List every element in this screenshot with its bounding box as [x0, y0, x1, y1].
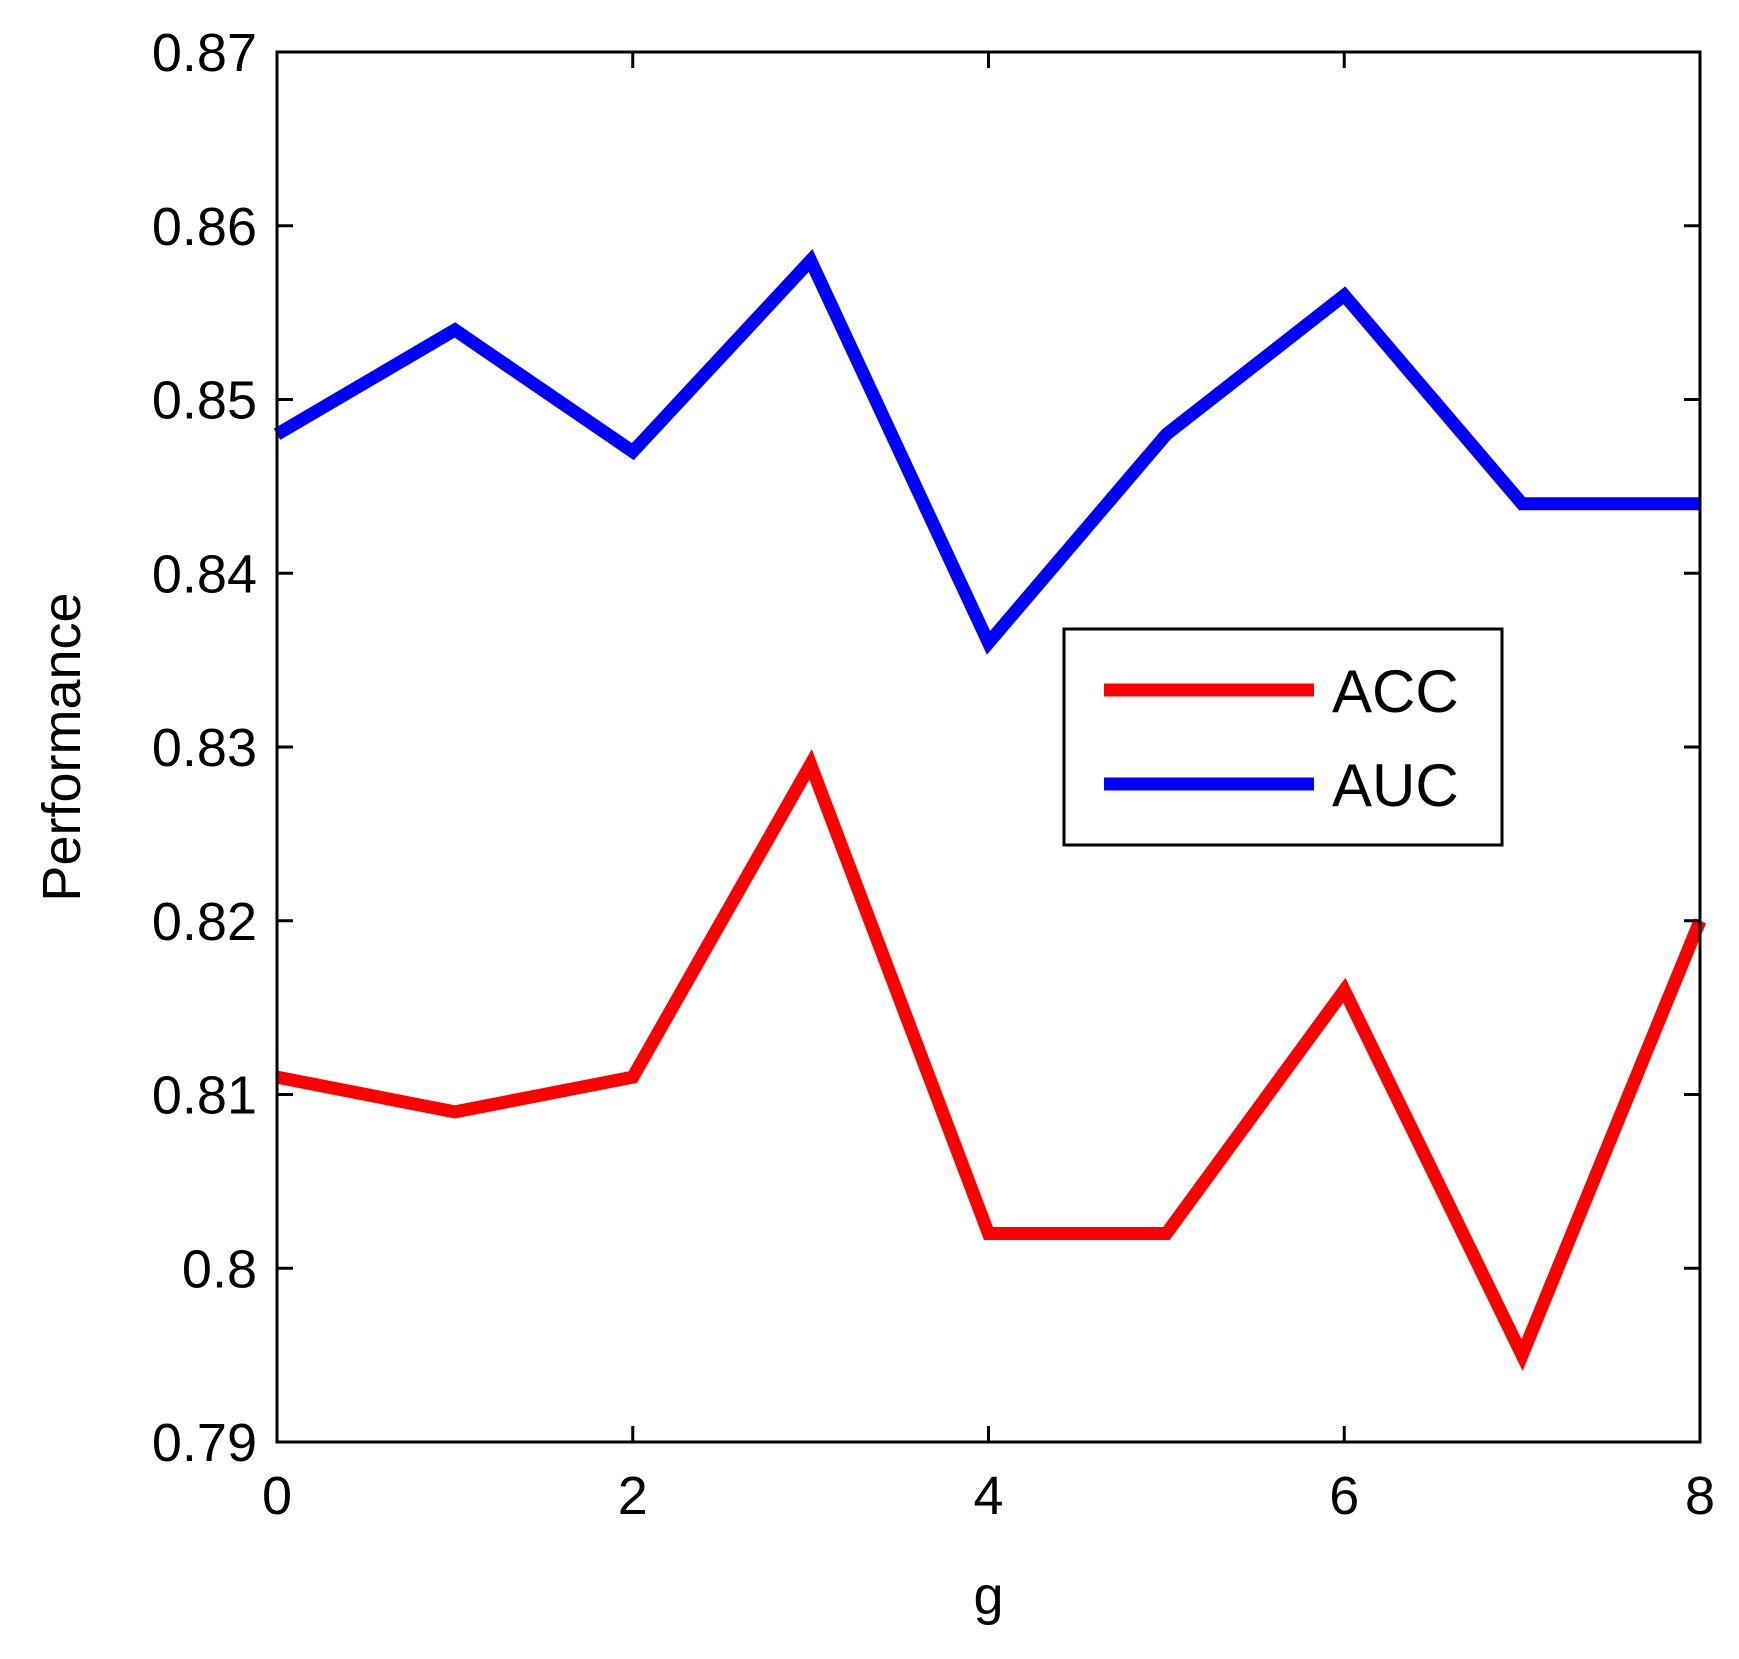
labels-layer: 0 2 4 6 8 0.79 0.8 0.81 0.82 0.83 0.84 0.85 0.86 0.87…: [32, 23, 1715, 1626]
axes-layer: [275, 50, 1702, 1444]
x-axis-title: g: [973, 1566, 1003, 1626]
y-tick-label: 0.85: [152, 371, 257, 431]
series-line-acc: [275, 749, 1707, 1371]
y-tick-label: 0.79: [152, 1413, 257, 1473]
y-tick-label: 0.83: [152, 718, 257, 778]
y-tick-label: 0.81: [152, 1066, 257, 1126]
series-line-auc: [273, 249, 1700, 655]
x-tick-label: 6: [1329, 1466, 1359, 1526]
legend-label-auc: AUC: [1332, 752, 1459, 819]
series-layer: [273, 249, 1707, 1371]
y-tick-label: 0.8: [182, 1239, 257, 1299]
y-tick-label: 0.86: [152, 197, 257, 257]
legend-box: [1062, 627, 1504, 847]
y-axis-title: Performance: [32, 592, 92, 901]
x-tick-label: 2: [618, 1466, 648, 1526]
x-tick-label: 4: [973, 1466, 1003, 1526]
y-tick-label: 0.87: [152, 23, 257, 83]
x-tick-label: 0: [262, 1466, 292, 1526]
y-tick-label: 0.84: [152, 544, 257, 604]
y-tick-label: 0.82: [152, 892, 257, 952]
x-tick-label: 8: [1685, 1466, 1715, 1526]
legend-label-acc: ACC: [1332, 658, 1459, 725]
legend: ACC AUC: [1062, 627, 1504, 847]
